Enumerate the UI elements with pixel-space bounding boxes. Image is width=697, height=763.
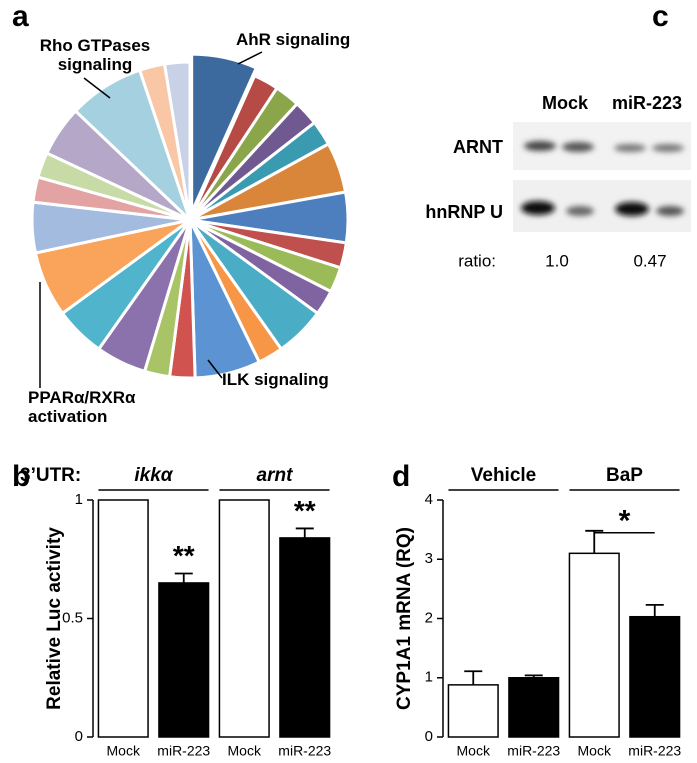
slice-label: PPARα/RXRα activation (28, 388, 136, 426)
bar (218, 499, 270, 738)
lane-label: Mock (542, 93, 589, 113)
y-tick-label: 2 (425, 609, 433, 626)
leader-line (237, 51, 263, 65)
x-tick-label: miR-223 (278, 743, 331, 759)
leader-line (83, 77, 111, 99)
x-tick-label: Mock (107, 743, 141, 759)
y-tick-label: 0 (425, 728, 433, 745)
x-tick-label: miR-223 (157, 743, 210, 759)
band (521, 201, 555, 215)
ratio-label: ratio: (458, 251, 496, 270)
x-tick-label: miR-223 (628, 743, 681, 759)
significance: ** (294, 495, 316, 526)
y-tick-label: 4 (425, 491, 433, 508)
significance: * (619, 505, 631, 538)
panel-letter: a (12, 0, 29, 33)
band (656, 206, 684, 216)
slice-label: Rho GTPases signaling (39, 36, 151, 74)
bar (508, 677, 560, 738)
y-tick-label: 0 (75, 728, 83, 745)
bar (97, 499, 149, 738)
band (615, 202, 649, 216)
leader-line (207, 359, 223, 379)
bar (279, 537, 331, 738)
row-label: hnRNP U (425, 202, 503, 222)
row-label: ARNT (453, 137, 503, 157)
slice-label: AhR signaling (236, 30, 351, 49)
group-label: arnt (257, 465, 294, 486)
band (562, 142, 594, 152)
bar (447, 684, 499, 738)
y-axis-label: Relative Luc activity (44, 527, 65, 710)
y-tick-label: 1 (75, 491, 83, 508)
y-axis-label: CYP1A1 mRNA (RQ) (394, 527, 415, 710)
panel-letter: b (12, 460, 30, 493)
ratio: 1.0 (545, 251, 569, 270)
ratio: 0.47 (633, 251, 666, 270)
band (614, 144, 646, 152)
pie-slice (162, 60, 192, 221)
pie-slice (190, 52, 259, 213)
band (652, 144, 684, 152)
x-tick-label: Mock (228, 743, 262, 759)
group-label: BaP (606, 465, 643, 486)
x-tick-label: Mock (578, 743, 612, 759)
band (566, 206, 594, 216)
panel-letter: d (392, 460, 410, 493)
bar (629, 615, 681, 738)
lane-label: miR-223 (612, 93, 682, 113)
x-tick-label: Mock (457, 743, 491, 759)
slice-label: ILK signaling (222, 370, 329, 389)
bar (568, 552, 620, 738)
y-tick-label: 0.5 (62, 609, 83, 626)
y-tick-label: 1 (425, 669, 433, 686)
group-label: Vehicle (471, 465, 537, 486)
group-label: ikkα (134, 465, 173, 486)
band (524, 141, 556, 151)
significance: ** (173, 540, 195, 571)
bar (158, 582, 210, 738)
group-title: 3’UTR: (20, 465, 81, 486)
panel-letter: c (652, 0, 669, 33)
x-tick-label: miR-223 (507, 743, 560, 759)
y-tick-label: 3 (425, 550, 433, 567)
bands (521, 141, 684, 216)
